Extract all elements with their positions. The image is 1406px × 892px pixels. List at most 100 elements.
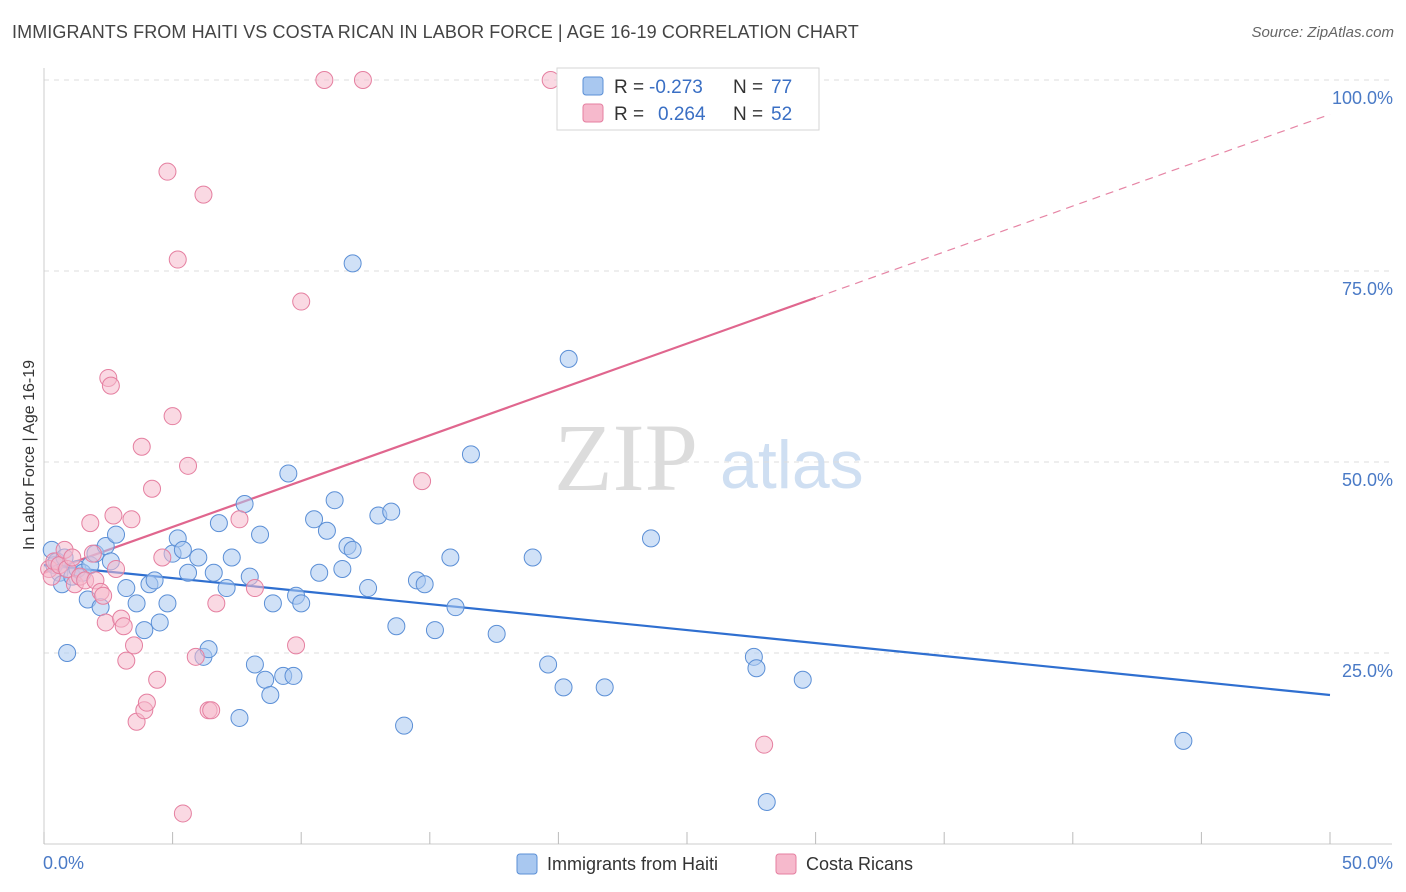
bottom-legend-swatch-haiti [516, 853, 538, 875]
haiti-trend-line [43, 564, 1331, 697]
haiti-point [325, 491, 344, 510]
costa-rican-point [287, 636, 306, 655]
chart-title: IMMIGRANTS FROM HAITI VS COSTA RICAN IN … [12, 22, 859, 42]
legend-swatch-costa [582, 103, 604, 123]
haiti-point [446, 598, 465, 617]
haiti-point [415, 575, 434, 594]
haiti-point [230, 708, 249, 727]
haiti-point [554, 678, 573, 697]
legend-n-value-costa: 52 [771, 104, 792, 125]
legend-r-label-costa: R = [614, 104, 644, 125]
haiti-point [359, 579, 378, 598]
costa-rican-point [413, 472, 432, 491]
stats-legend: R = -0.273 N = 77 R = 0.264 N = 52 [556, 67, 820, 131]
costa-rican-point [158, 162, 177, 181]
costa-rican-point [114, 617, 133, 636]
haiti-point [58, 644, 77, 662]
haiti-point [261, 686, 280, 705]
costa-rican-point [107, 559, 126, 578]
haiti-point [1174, 731, 1193, 750]
costa-rican-trend-line [43, 296, 816, 574]
y-tick-label-100: 100.0% [1332, 88, 1393, 108]
costa-rican-trend-extension [815, 113, 1331, 299]
watermark-zip: ZIP [554, 404, 698, 511]
haiti-point [222, 548, 241, 567]
costa-rican-point [755, 735, 774, 754]
haiti-point [117, 579, 136, 598]
haiti-point [461, 445, 480, 464]
x-tick-label-min: 0.0% [43, 853, 84, 873]
legend-n-label-haiti: N = [733, 77, 763, 98]
costa-rican-point [96, 613, 115, 632]
haiti-point [317, 521, 336, 540]
haiti-point [425, 621, 444, 640]
costa-rican-point [292, 292, 311, 311]
haiti-point [127, 594, 146, 613]
bottom-legend-label-costa: Costa Ricans [806, 854, 913, 874]
haiti-point [387, 617, 406, 636]
haiti-point [333, 559, 352, 578]
legend-swatch-haiti [582, 76, 604, 96]
haiti-point [310, 563, 329, 582]
haiti-point [539, 655, 558, 674]
costa-rican-point [207, 594, 226, 613]
haiti-point [487, 624, 506, 643]
y-tick-label-75: 75.0% [1342, 279, 1393, 299]
haiti-point [305, 510, 324, 529]
haiti-point [135, 621, 154, 640]
haiti-point [284, 666, 303, 685]
costa-rican-point [230, 510, 249, 529]
haiti-point [292, 594, 311, 613]
haiti-point [150, 613, 169, 632]
legend-n-label-costa: N = [733, 104, 763, 125]
legend-n-value-haiti: 77 [771, 77, 792, 98]
costa-rican-point [179, 456, 198, 475]
haiti-point [173, 540, 192, 559]
haiti-point [641, 529, 660, 548]
haiti-point [559, 349, 578, 368]
haiti-point [145, 571, 164, 590]
haiti-point [251, 525, 270, 544]
haiti-point [235, 495, 254, 514]
costa-rican-point [353, 71, 372, 89]
costa-rican-point [202, 701, 221, 720]
costa-rican-point [132, 437, 151, 456]
legend-r-value-costa: 0.264 [658, 104, 706, 125]
costa-rican-point [315, 71, 334, 89]
costa-rican-point [122, 510, 141, 529]
haiti-point [382, 502, 401, 521]
costa-rican-point [163, 407, 182, 426]
costa-rican-point [148, 670, 167, 689]
series-legend: Immigrants from Haiti Costa Ricans [516, 853, 913, 875]
costa-rican-point [168, 250, 187, 269]
haiti-point [441, 548, 460, 567]
costa-rican-point [137, 693, 156, 712]
haiti-point [256, 670, 275, 689]
haiti-point [189, 548, 208, 567]
costa-rican-point [94, 586, 113, 605]
costa-rican-point [153, 548, 172, 567]
costa-rican-point [83, 544, 102, 563]
chart-source: Source: ZipAtlas.com [1251, 24, 1394, 41]
legend-r-label-haiti: R = [614, 77, 644, 98]
haiti-point [395, 716, 414, 735]
watermark-atlas: atlas [720, 427, 864, 503]
haiti-point [179, 563, 198, 582]
costa-rican-point [245, 579, 264, 598]
haiti-point [793, 670, 812, 689]
costa-rican-point [81, 514, 100, 533]
y-tick-label-25: 25.0% [1342, 661, 1393, 681]
haiti-point [217, 579, 236, 598]
haiti-point [747, 659, 766, 678]
grid-lines [44, 79, 1392, 654]
costa-rican-point [143, 479, 162, 498]
costa-rican-point [104, 506, 123, 525]
costa-rican-point [101, 376, 120, 395]
y-tick-label-50: 50.0% [1342, 470, 1393, 490]
costa-rican-point [173, 804, 192, 823]
costa-rican-point [117, 651, 136, 670]
haiti-point [343, 540, 362, 559]
haiti-point [595, 678, 614, 697]
costa-rican-point [125, 636, 144, 655]
haiti-point [757, 792, 776, 811]
